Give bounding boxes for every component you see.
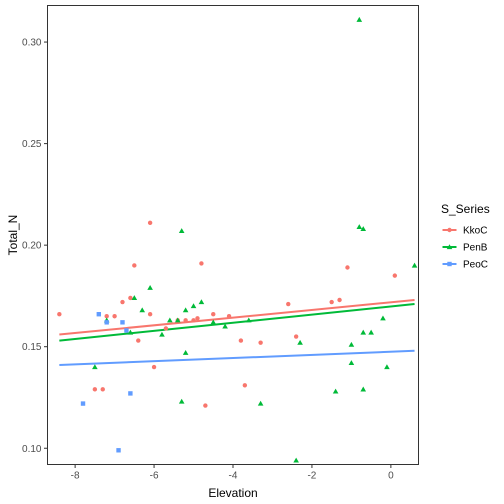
legend: S_Series KkoC PenB PeoC	[441, 202, 490, 273]
y-tick-label: 0.10	[22, 444, 42, 455]
x-tick-label: 0	[388, 471, 394, 482]
data-point-penb	[198, 299, 205, 305]
data-point-penb	[411, 262, 418, 268]
x-tick-label: -6	[150, 471, 159, 482]
data-point-penb	[332, 388, 339, 394]
legend-title: S_Series	[441, 202, 490, 216]
x-tick-label: -8	[71, 471, 80, 482]
data-point-peoc	[116, 448, 121, 453]
data-point-peoc	[124, 328, 129, 333]
data-point-kkoc	[163, 326, 169, 331]
data-point-penb	[356, 16, 363, 22]
data-point-penb	[178, 228, 185, 234]
data-point-kkoc	[337, 297, 342, 303]
data-point-peoc	[128, 391, 133, 396]
data-point-kkoc	[191, 318, 196, 323]
data-point-penb	[92, 364, 98, 370]
trend-line-kkoc	[59, 298, 415, 336]
y-tick-label: 0.20	[22, 241, 42, 252]
data-point-kkoc	[238, 338, 244, 343]
data-point-penb	[380, 315, 386, 321]
data-point-kkoc	[100, 387, 105, 392]
data-point-kkoc	[329, 299, 334, 305]
y-tick-label: 0.15	[22, 342, 42, 353]
data-point-peoc	[80, 401, 86, 406]
data-point-kkoc	[92, 387, 98, 392]
data-point-kkoc	[258, 340, 263, 345]
data-point-kkoc	[293, 334, 299, 339]
data-point-kkoc	[112, 314, 117, 319]
data-points	[57, 16, 418, 463]
data-point-penb	[348, 341, 355, 347]
data-point-penb	[131, 295, 138, 301]
data-point-peoc	[96, 312, 102, 317]
data-point-penb	[222, 323, 228, 329]
data-point-penb	[245, 317, 252, 323]
data-point-penb	[182, 307, 189, 313]
data-point-penb	[360, 386, 367, 392]
data-point-kkoc	[132, 263, 137, 268]
data-point-penb	[147, 285, 153, 290]
data-point-penb	[297, 339, 303, 345]
data-point-penb	[127, 329, 134, 335]
data-point-peoc	[120, 320, 125, 325]
legend-marker-peoc	[447, 261, 452, 267]
data-point-penb	[368, 329, 374, 335]
y-axis: 0.10 0.15 0.20 0.25 0.30	[22, 38, 48, 455]
plot-background	[47, 5, 419, 465]
data-point-kkoc	[147, 312, 153, 317]
data-point-kkoc	[120, 299, 125, 305]
y-tick-label: 0.30	[22, 38, 42, 49]
legend-marker-penb	[446, 244, 453, 250]
data-point-kkoc	[286, 301, 291, 307]
legend-marker-kkoc	[447, 227, 452, 233]
data-point-kkoc	[183, 318, 188, 323]
y-tick-label: 0.25	[22, 139, 42, 150]
x-tick-label: -4	[229, 471, 238, 482]
data-point-kkoc	[147, 220, 153, 226]
data-point-penb	[174, 317, 181, 323]
y-axis-title: Total_N	[6, 215, 20, 256]
trend-lines	[59, 298, 415, 366]
data-point-penb	[139, 307, 146, 313]
legend-label-penb: PenB	[463, 243, 488, 254]
data-point-penb	[356, 224, 363, 229]
data-point-penb	[360, 226, 367, 232]
data-point-kkoc	[345, 265, 350, 270]
data-point-peoc	[104, 320, 109, 325]
trend-line-penb	[59, 303, 415, 342]
data-point-penb	[182, 349, 189, 355]
data-point-penb	[190, 303, 197, 309]
x-axis: -8 -6 -4 -2 0	[71, 464, 394, 482]
data-point-penb	[360, 329, 367, 335]
data-point-kkoc	[211, 312, 216, 317]
data-point-kkoc	[57, 312, 62, 317]
data-point-kkoc	[199, 261, 204, 266]
data-point-penb	[293, 457, 299, 463]
data-point-kkoc	[151, 364, 157, 370]
data-point-kkoc	[392, 273, 398, 278]
data-point-kkoc	[104, 314, 109, 319]
data-point-penb	[167, 317, 173, 323]
x-axis-title: Elevation	[208, 486, 257, 500]
legend-label-kkoc: KkoC	[463, 226, 487, 237]
legend-label-peoc: PeoC	[463, 260, 488, 271]
trend-line-peoc	[59, 349, 415, 366]
data-point-kkoc	[195, 316, 200, 321]
x-tick-label: -2	[307, 471, 316, 482]
data-point-kkoc	[226, 314, 232, 319]
data-point-penb	[178, 398, 185, 404]
data-point-kkoc	[242, 383, 248, 388]
data-point-kkoc	[136, 338, 141, 343]
data-point-penb	[210, 319, 217, 325]
data-point-kkoc	[128, 295, 133, 301]
data-point-penb	[348, 360, 355, 366]
data-point-penb	[159, 331, 165, 337]
data-point-kkoc	[203, 403, 208, 408]
data-point-penb	[384, 364, 390, 370]
data-point-penb	[257, 400, 264, 406]
